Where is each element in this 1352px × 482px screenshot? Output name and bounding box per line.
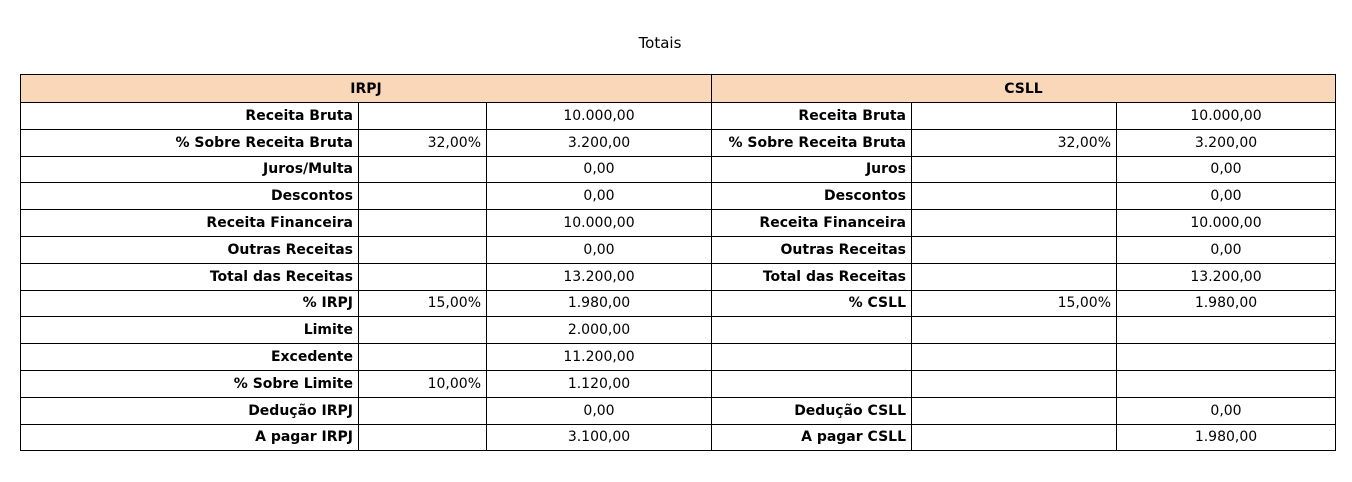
row-label: Receita Bruta: [711, 102, 912, 130]
row-label: Excedente: [20, 343, 359, 371]
table-row: % IRPJ 15,00% 1.980,00% CSLL 15,00% 1.980,00: [20, 289, 1337, 318]
rate-cell: 15,00%: [911, 289, 1117, 318]
table-row: Descontos 0,00 Descontos 0,00: [20, 182, 1337, 211]
row-label: Receita Bruta: [20, 102, 359, 130]
row-label: [711, 316, 912, 345]
row-label: Dedução IRPJ: [20, 396, 359, 425]
rate-cell: [911, 209, 1117, 237]
row-label: Juros: [711, 155, 912, 184]
value-cell: 13.200,00: [486, 262, 712, 291]
header-cell: CSLL: [710, 74, 1337, 103]
table-row: Juros/Multa 0,00 Juros 0,00: [20, 155, 1337, 184]
table-row: Receita Bruta 10.000,00 Receita Bruta 10.00…: [20, 102, 1337, 130]
row-label: Outras Receitas: [711, 235, 912, 264]
value-cell: 0,00: [486, 182, 712, 211]
rate-cell: [911, 423, 1117, 452]
value-cell: 10.000,00: [486, 209, 712, 237]
rate-cell: [358, 396, 487, 425]
row-label: A pagar CSLL: [711, 423, 912, 452]
rate-cell: [911, 369, 1117, 398]
value-cell: 13.200,00: [1115, 262, 1337, 291]
rate-cell: [911, 262, 1117, 291]
table-row: Limite 2.000,00: [20, 316, 1337, 345]
value-cell: 10.000,00: [1115, 102, 1337, 130]
table-row: % Sobre Receita Bruta 32,00% 3.200,00% Sob…: [20, 128, 1337, 157]
totals-table: IRPJ CSLL Receita Bruta 10.000,00 Receita …: [20, 74, 1337, 452]
value-cell: 3.200,00: [486, 128, 712, 157]
value-cell: 1.120,00: [486, 369, 712, 398]
value-cell: 10.000,00: [486, 102, 712, 130]
row-label: Receita Financeira: [20, 209, 359, 237]
rate-cell: [911, 182, 1117, 211]
value-cell: 0,00: [1115, 235, 1337, 264]
row-label: Dedução CSLL: [711, 396, 912, 425]
row-label: % CSLL: [711, 289, 912, 318]
value-cell: 0,00: [486, 235, 712, 264]
rate-cell: [358, 316, 487, 345]
row-label: Receita Financeira: [711, 209, 912, 237]
table-row: Excedente 11.200,00: [20, 343, 1337, 371]
title: Totais: [638, 34, 682, 52]
value-cell: 0,00: [1115, 396, 1337, 425]
value-cell: 0,00: [486, 155, 712, 184]
row-label: % Sobre Limite: [20, 369, 359, 398]
table-row: % Sobre Limite 10,00% 1.120,00: [20, 369, 1337, 398]
rate-cell: [911, 235, 1117, 264]
rate-cell: [358, 155, 487, 184]
rate-cell: 32,00%: [911, 128, 1117, 157]
rate-cell: 32,00%: [358, 128, 487, 157]
row-label: % Sobre Receita Bruta: [711, 128, 912, 157]
value-cell: 1.980,00: [1115, 423, 1337, 452]
row-label: Juros/Multa: [20, 155, 359, 184]
value-cell: 1.980,00: [486, 289, 712, 318]
table-body: Receita Bruta 10.000,00 Receita Bruta 10.00…: [20, 102, 1337, 452]
table-row: A pagar IRPJ 3.100,00 A pagar CSLL 1.980,00: [20, 423, 1337, 452]
row-label: % Sobre Receita Bruta: [20, 128, 359, 157]
value-cell: 0,00: [486, 396, 712, 425]
rate-cell: [358, 209, 487, 237]
value-cell: [1115, 369, 1337, 398]
rate-cell: [358, 343, 487, 371]
rate-cell: [358, 235, 487, 264]
value-cell: [1115, 343, 1337, 371]
value-cell: 3.100,00: [486, 423, 712, 452]
value-cell: 1.980,00: [1115, 289, 1337, 318]
value-cell: 11.200,00: [486, 343, 712, 371]
row-label: [711, 343, 912, 371]
table-row: Receita Financeira 10.000,00 Receita Finan…: [20, 209, 1337, 237]
table-row: Total das Receitas 13.200,00 Total das Rec…: [20, 262, 1337, 291]
value-cell: [1115, 316, 1337, 345]
row-label: Limite: [20, 316, 359, 345]
rate-cell: [911, 316, 1117, 345]
value-cell: 2.000,00: [486, 316, 712, 345]
value-cell: 0,00: [1115, 155, 1337, 184]
rate-cell: [358, 423, 487, 452]
rate-cell: [911, 343, 1117, 371]
rate-cell: 10,00%: [358, 369, 487, 398]
row-label: A pagar IRPJ: [20, 423, 359, 452]
rate-cell: 15,00%: [358, 289, 487, 318]
rate-cell: [911, 396, 1117, 425]
row-label: % IRPJ: [20, 289, 359, 318]
row-label: Outras Receitas: [20, 235, 359, 264]
row-label: [711, 369, 912, 398]
table-row: Dedução IRPJ 0,00 Dedução CSLL 0,00: [20, 396, 1337, 425]
rate-cell: [358, 182, 487, 211]
row-label: Total das Receitas: [711, 262, 912, 291]
header-cell: IRPJ: [20, 74, 712, 103]
rate-cell: [911, 102, 1117, 130]
row-label: Total das Receitas: [20, 262, 359, 291]
value-cell: 10.000,00: [1115, 209, 1337, 237]
row-label: Descontos: [20, 182, 359, 211]
value-cell: 0,00: [1115, 182, 1337, 211]
header-row: IRPJ CSLL: [20, 74, 1337, 103]
value-cell: 3.200,00: [1115, 128, 1337, 157]
rate-cell: [911, 155, 1117, 184]
table-row: Outras Receitas 0,00 Outras Receitas 0,00: [20, 235, 1337, 264]
row-label: Descontos: [711, 182, 912, 211]
rate-cell: [358, 262, 487, 291]
rate-cell: [358, 102, 487, 130]
